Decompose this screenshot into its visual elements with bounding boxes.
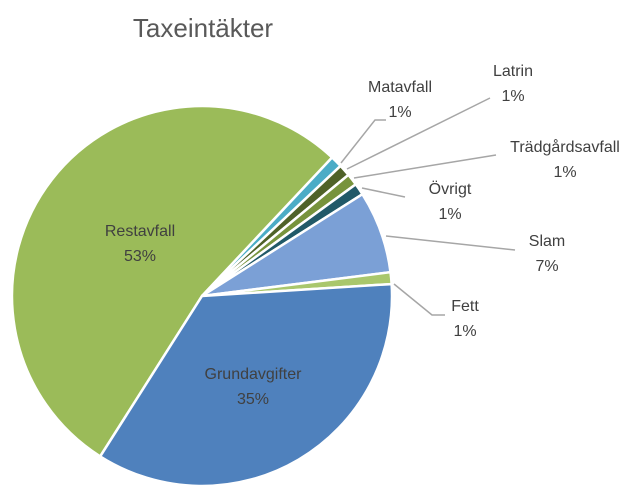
leader-line xyxy=(340,119,386,164)
pie-slice xyxy=(98,282,394,486)
slice-value-label: 1% xyxy=(553,164,576,181)
slice-label: Matavfall xyxy=(368,79,432,96)
slice-label: Restavfall xyxy=(105,223,175,240)
slice-label: Grundavgifter xyxy=(205,366,303,383)
pie-slice xyxy=(10,104,334,459)
leader-line xyxy=(346,97,491,170)
leader-lines xyxy=(340,97,516,316)
slice-value-label: 7% xyxy=(535,258,558,275)
slice-label: Slam xyxy=(529,233,565,250)
slice-value-label: 1% xyxy=(501,88,524,105)
leader-line xyxy=(353,154,497,179)
slice-value-label: 1% xyxy=(388,104,411,121)
chart-title: Taxeintäkter xyxy=(133,13,274,43)
slice-label: Fett xyxy=(451,298,479,315)
slice-label: Övrigt xyxy=(429,180,472,198)
slice-label: Latrin xyxy=(493,63,533,80)
slice-value-label: 35% xyxy=(237,391,269,408)
slice-value-label: 1% xyxy=(453,323,476,340)
leader-line xyxy=(385,235,516,251)
leader-line xyxy=(361,187,406,198)
slice-value-label: 53% xyxy=(124,248,156,265)
slice-label: Trädgårdsavfall xyxy=(510,138,620,156)
slice-value-label: 1% xyxy=(438,206,461,223)
leader-line xyxy=(393,283,445,316)
